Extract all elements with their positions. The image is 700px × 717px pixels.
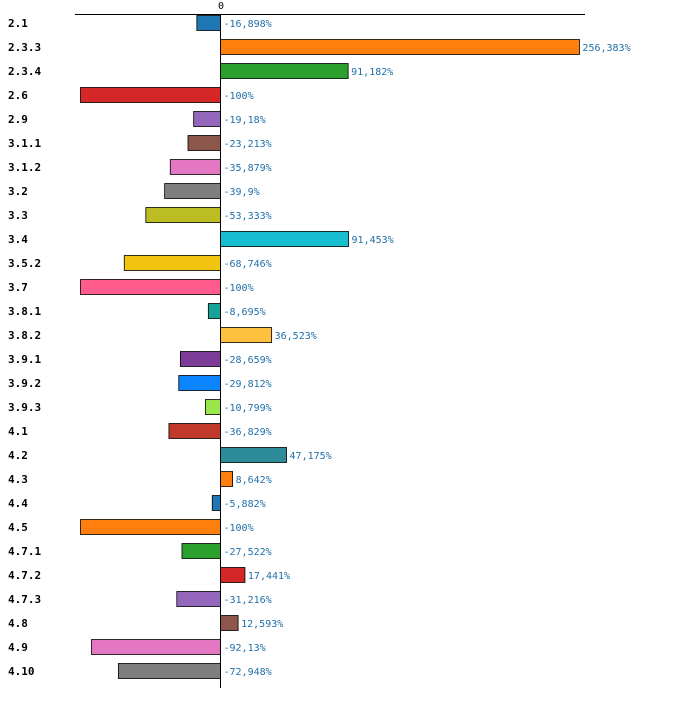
- bar: [220, 327, 273, 343]
- value-label: -35,879%: [224, 163, 272, 174]
- bar: [204, 399, 221, 415]
- category-label: 4.7.1: [8, 545, 41, 558]
- bar: [187, 135, 221, 151]
- category-label: 4.10: [8, 665, 35, 678]
- category-label: 4.5: [8, 521, 28, 534]
- bars-group: 2.1 -16,898% 2.3.3 256,383% 2.3.4 91,182% 2.6 -…: [8, 15, 631, 679]
- bar: [179, 351, 221, 367]
- bar: [193, 111, 221, 127]
- value-label: -16,898%: [224, 19, 272, 30]
- value-label: 256,383%: [582, 43, 630, 54]
- value-label: -8,695%: [224, 307, 266, 318]
- category-label: 2.3.3: [8, 41, 41, 54]
- category-label: 3.9.3: [8, 401, 41, 414]
- value-label: 91,453%: [352, 235, 394, 246]
- bar: [178, 375, 221, 391]
- category-label: 4.3: [8, 473, 28, 486]
- value-label: -36,829%: [224, 427, 272, 438]
- bar: [220, 231, 349, 247]
- category-label: 4.7.2: [8, 569, 41, 582]
- category-label: 3.1.2: [8, 161, 41, 174]
- category-label: 3.8.1: [8, 305, 41, 318]
- value-label: 12,593%: [241, 619, 283, 630]
- bar: [80, 279, 221, 295]
- bar: [123, 255, 221, 271]
- bar: [80, 519, 221, 535]
- value-label: -10,799%: [224, 403, 272, 414]
- value-label: -100%: [224, 283, 254, 294]
- category-label: 2.1: [8, 17, 28, 30]
- category-label: 3.1.1: [8, 137, 41, 150]
- value-label: -29,812%: [224, 379, 272, 390]
- bar: [169, 159, 221, 175]
- category-label: 2.6: [8, 89, 28, 102]
- zero-tick-label: 0: [218, 1, 224, 12]
- value-label: 17,441%: [248, 571, 290, 582]
- bar: [164, 183, 221, 199]
- value-label: -92,13%: [224, 643, 266, 654]
- category-label: 3.8.2: [8, 329, 41, 342]
- category-label: 4.9: [8, 641, 28, 654]
- category-label: 4.4: [8, 497, 28, 510]
- value-label: 8,642%: [236, 475, 272, 486]
- value-label: -5,882%: [224, 499, 266, 510]
- bar: [220, 567, 246, 583]
- category-label: 4.2: [8, 449, 28, 462]
- bar: [176, 591, 221, 607]
- bar: [207, 303, 221, 319]
- category-label: 4.8: [8, 617, 28, 630]
- value-label: 47,175%: [290, 451, 332, 462]
- category-label: 3.7: [8, 281, 28, 294]
- bar: [196, 15, 221, 31]
- value-label: -68,746%: [224, 259, 272, 270]
- value-label: 91,182%: [351, 67, 393, 78]
- bar: [211, 495, 221, 511]
- bar: [220, 447, 287, 463]
- bar: [220, 615, 239, 631]
- category-label: 2.9: [8, 113, 28, 126]
- category-label: 3.2: [8, 185, 28, 198]
- value-label: -100%: [224, 91, 254, 102]
- bar: [220, 471, 233, 487]
- category-label: 4.1: [8, 425, 28, 438]
- category-label: 2.3.4: [8, 65, 41, 78]
- value-label: -100%: [224, 523, 254, 534]
- category-label: 3.5.2: [8, 257, 41, 270]
- bar: [80, 87, 221, 103]
- value-label: -19,18%: [224, 115, 266, 126]
- value-label: -27,522%: [224, 547, 272, 558]
- bar: [117, 663, 221, 679]
- category-label: 3.9.2: [8, 377, 41, 390]
- category-label: 3.3: [8, 209, 28, 222]
- bar: [145, 207, 221, 223]
- category-label: 3.9.1: [8, 353, 41, 366]
- category-label: 4.7.3: [8, 593, 41, 606]
- bar: [168, 423, 221, 439]
- category-label: 3.4: [8, 233, 28, 246]
- bar: [181, 543, 221, 559]
- value-label: -53,333%: [224, 211, 272, 222]
- bar: [220, 63, 349, 79]
- bar: [91, 639, 221, 655]
- value-label: -23,213%: [224, 139, 272, 150]
- bar: [220, 39, 580, 55]
- value-label: -31,216%: [224, 595, 272, 606]
- value-label: 36,523%: [275, 331, 317, 342]
- value-label: -72,948%: [224, 667, 272, 678]
- value-label: -39,9%: [224, 187, 260, 198]
- value-label: -28,659%: [224, 355, 272, 366]
